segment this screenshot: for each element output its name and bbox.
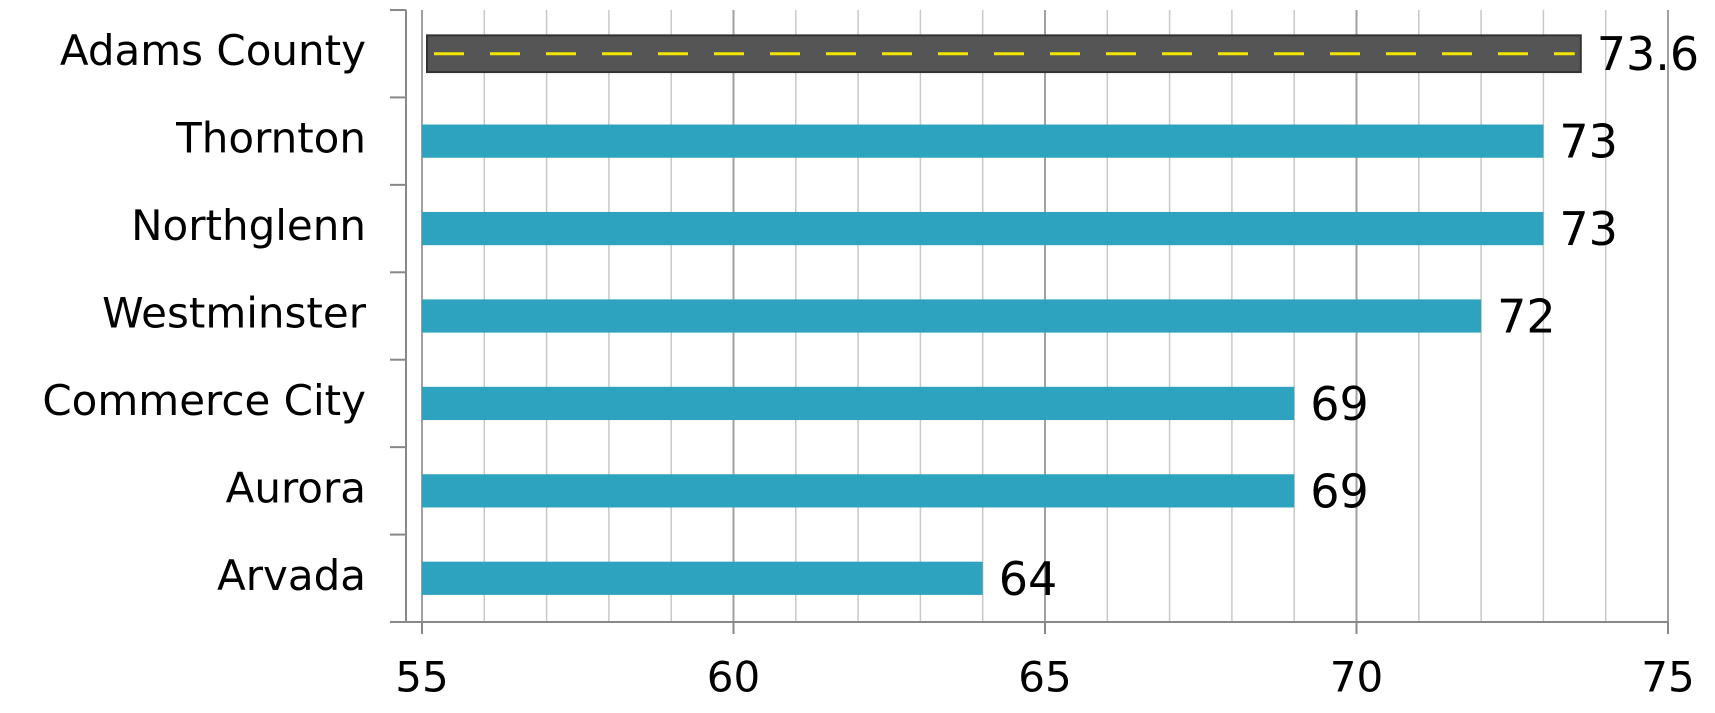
bar <box>422 561 983 595</box>
y-tick-label: Northglenn <box>131 201 366 250</box>
y-tick-label: Commerce City <box>42 376 366 425</box>
y-tick-label: Aurora <box>226 463 366 512</box>
bar <box>422 299 1482 333</box>
bar <box>422 124 1544 158</box>
value-label: 69 <box>1310 377 1369 431</box>
value-label: 69 <box>1310 464 1369 518</box>
x-tick-label: 60 <box>707 653 760 702</box>
x-tick-label: 55 <box>395 653 448 702</box>
value-label: 73.6 <box>1597 27 1699 81</box>
x-tick-label: 70 <box>1330 653 1383 702</box>
bar <box>422 474 1295 508</box>
value-label: 64 <box>999 552 1058 606</box>
x-tick-label: 65 <box>1018 653 1071 702</box>
value-label: 73 <box>1559 202 1618 256</box>
x-tick-label: 75 <box>1641 653 1694 702</box>
bar <box>422 386 1295 421</box>
y-tick-label: Westminster <box>102 289 367 338</box>
value-label: 73 <box>1559 115 1618 169</box>
bar <box>422 211 1544 246</box>
y-tick-label: Arvada <box>217 551 366 600</box>
y-tick-label: Adams County <box>60 26 366 75</box>
value-label: 72 <box>1497 290 1556 344</box>
y-tick-label: Thornton <box>175 114 366 163</box>
